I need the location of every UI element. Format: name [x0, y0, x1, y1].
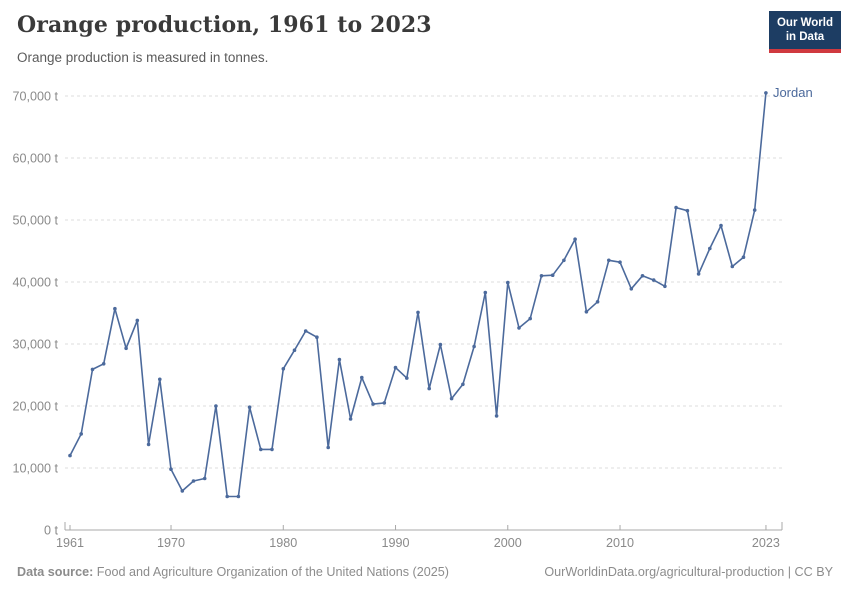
- data-point-2019[interactable]: [719, 223, 723, 228]
- chart-svg: 0 t 10,000 t 20,000 t 30,000 t 40,000 t 50,00…: [12, 85, 813, 550]
- data-point-1984[interactable]: [326, 445, 331, 450]
- data-point-1993[interactable]: [427, 386, 432, 391]
- data-point-2002[interactable]: [528, 316, 532, 321]
- data-point-2018[interactable]: [708, 246, 712, 251]
- data-point-2009[interactable]: [607, 258, 611, 263]
- data-point-2001[interactable]: [517, 326, 521, 330]
- owid-logo-line1: Our World: [776, 17, 833, 29]
- data-point-1986[interactable]: [348, 417, 353, 421]
- data-point-1973[interactable]: [202, 476, 207, 481]
- y-axis-tick-label: 10,000 t: [12, 461, 58, 475]
- y-axis-tick-label: 50,000 t: [12, 213, 58, 227]
- data-point-2010[interactable]: [618, 260, 622, 264]
- data-point-2003[interactable]: [539, 274, 544, 278]
- y-axis-tick-label: 40,000 t: [12, 275, 58, 289]
- footer-right: OurWorldinData.org/agricultural-producti…: [544, 564, 833, 580]
- data-point-1981[interactable]: [292, 348, 297, 353]
- data-point-1996[interactable]: [461, 382, 465, 387]
- data-point-1997[interactable]: [472, 344, 476, 349]
- data-point-1974[interactable]: [214, 404, 218, 408]
- data-point-2005[interactable]: [562, 258, 566, 263]
- data-point-2007[interactable]: [584, 310, 589, 314]
- data-point-1987[interactable]: [360, 375, 364, 380]
- y-axis-tick-label: 70,000 t: [12, 89, 58, 103]
- data-point-1968[interactable]: [146, 442, 151, 447]
- data-point-1976[interactable]: [236, 494, 241, 499]
- chart-subtitle: Orange production is measured in tonnes.: [17, 50, 269, 65]
- x-axis-tick-label: 2023: [752, 536, 780, 550]
- data-point-1961[interactable]: [68, 453, 72, 458]
- data-point-2017[interactable]: [696, 272, 701, 276]
- data-point-1966[interactable]: [124, 346, 128, 351]
- data-point-2014[interactable]: [663, 284, 667, 289]
- data-point-1978[interactable]: [259, 447, 263, 452]
- y-axis-tick-label: 0 t: [44, 523, 59, 537]
- data-point-1982[interactable]: [303, 329, 308, 333]
- data-point-1995[interactable]: [449, 396, 454, 401]
- data-point-1999[interactable]: [494, 414, 499, 418]
- data-point-1967[interactable]: [135, 318, 140, 323]
- data-point-2016[interactable]: [685, 208, 690, 213]
- data-point-1977[interactable]: [247, 405, 252, 410]
- owid-url-link[interactable]: OurWorldinData.org/agricultural-producti…: [544, 565, 785, 579]
- data-point-1971[interactable]: [180, 489, 185, 493]
- data-source-label: Data source:: [17, 565, 94, 579]
- data-point-2015[interactable]: [674, 205, 678, 210]
- data-point-1988[interactable]: [371, 402, 375, 406]
- line-series-jordan[interactable]: [69, 92, 767, 498]
- data-point-2012[interactable]: [640, 274, 645, 278]
- data-point-1992[interactable]: [416, 310, 420, 315]
- data-point-1980[interactable]: [281, 367, 286, 371]
- data-point-1998[interactable]: [483, 290, 488, 295]
- data-point-1965[interactable]: [113, 306, 117, 311]
- data-point-1964[interactable]: [101, 362, 106, 366]
- data-point-2006[interactable]: [573, 237, 577, 241]
- data-point-1989[interactable]: [382, 401, 387, 405]
- y-axis-tick-label: 30,000 t: [12, 337, 58, 351]
- page-title: Orange production, 1961 to 2023: [17, 12, 432, 38]
- data-point-1983[interactable]: [315, 335, 319, 339]
- data-point-1979[interactable]: [270, 447, 274, 452]
- series-end-label-jordan[interactable]: Jordan: [773, 85, 813, 100]
- data-point-2008[interactable]: [595, 300, 600, 304]
- data-point-2011[interactable]: [629, 287, 634, 291]
- x-axis-tick-label: 2010: [606, 536, 634, 550]
- data-point-2022[interactable]: [752, 208, 757, 212]
- data-point-2013[interactable]: [651, 278, 656, 282]
- license-badge: | CC BY: [784, 565, 833, 579]
- data-point-2021[interactable]: [741, 255, 746, 259]
- data-point-1990[interactable]: [393, 365, 398, 370]
- data-point-1962[interactable]: [79, 432, 83, 436]
- x-axis-tick-label: 1961: [56, 536, 84, 550]
- data-point-2000[interactable]: [506, 280, 510, 285]
- data-point-2020[interactable]: [730, 264, 735, 269]
- chart-footer: Data source: Food and Agriculture Organi…: [17, 564, 833, 580]
- data-point-1991[interactable]: [405, 376, 409, 380]
- owid-logo: Our World in Data: [769, 11, 841, 53]
- owid-logo-line2: in Data: [785, 31, 825, 43]
- data-point-1970[interactable]: [169, 467, 173, 472]
- data-point-1972[interactable]: [191, 479, 196, 483]
- chart-figure: 0 t 10,000 t 20,000 t 30,000 t 40,000 t 50,00…: [0, 80, 850, 550]
- data-point-1963[interactable]: [90, 367, 95, 372]
- data-source-text: Food and Agriculture Organization of the…: [93, 565, 449, 579]
- data-point-1975[interactable]: [225, 494, 229, 499]
- data-point-1969[interactable]: [158, 377, 162, 382]
- x-axis-tick-label: 1990: [382, 536, 410, 550]
- data-point-2023[interactable]: [764, 91, 768, 95]
- data-source-note: Data source: Food and Agriculture Organi…: [17, 564, 449, 580]
- data-point-1985[interactable]: [337, 357, 342, 362]
- x-axis-tick-label: 2000: [494, 536, 522, 550]
- y-axis-tick-label: 60,000 t: [12, 151, 58, 165]
- data-point-2004[interactable]: [550, 273, 555, 277]
- data-point-1994[interactable]: [438, 342, 443, 347]
- x-axis-tick-label: 1970: [157, 536, 185, 550]
- x-axis-tick-label: 1980: [269, 536, 297, 550]
- y-axis-tick-label: 20,000 t: [12, 399, 58, 413]
